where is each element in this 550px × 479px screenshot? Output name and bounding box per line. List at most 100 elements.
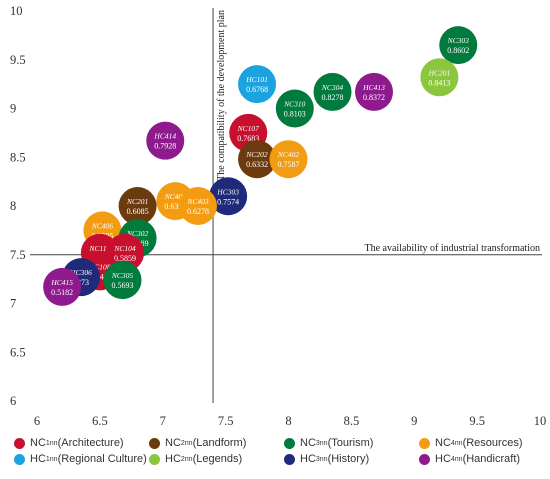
legend-code: NC [165, 437, 181, 449]
bubble-circle [439, 26, 478, 65]
bubble-name: NC402 [277, 150, 300, 159]
y-tick-label: 7 [10, 297, 16, 311]
bubble-circle [275, 89, 314, 128]
legend-description: (Resources) [462, 437, 523, 449]
bubble-value: 0.8103 [284, 110, 306, 119]
legend-item-hc1: HC 1nn (Regional Culture) [14, 453, 149, 465]
legend-subscript: 3nn [315, 455, 328, 463]
bubble-name: HC101 [245, 75, 268, 84]
bubble-name: NC403 [186, 197, 209, 206]
legend-swatch [149, 437, 160, 449]
legend-description: (Regional Culture) [57, 453, 147, 465]
bubble-value: 0.8278 [322, 93, 344, 102]
bubble-circle [178, 187, 217, 225]
bubble-circle [118, 187, 157, 225]
bubble-value: 0.8602 [447, 46, 469, 55]
legend-item-nc2: NC 2nn (Landform) [149, 437, 284, 449]
bubble-name: NC303 [447, 36, 470, 45]
legend-subscript: 4nn [450, 455, 463, 463]
bubble-circle [420, 58, 459, 97]
bubble-name: NC302 [126, 229, 149, 238]
legend-item-nc1: NC 1nn (Architecture) [14, 437, 149, 449]
legend-item-hc2: HC 2nn (Legends) [149, 453, 284, 465]
bubble-name: NC202 [245, 150, 268, 159]
bubble-name: NC201 [126, 197, 148, 206]
y-tick-labels: 6 6.5 7 7.5 8 8.5 9 9.5 10 [10, 4, 26, 408]
legend-swatch [149, 453, 160, 465]
legend-code: HC [300, 453, 316, 465]
bubble-circle [209, 177, 248, 216]
legend-code: NC [435, 437, 451, 449]
x-tick-label: 8.5 [344, 414, 360, 428]
legend-swatch [14, 437, 25, 449]
x-tick-label: 10 [534, 414, 547, 428]
bubble-name: NC305 [111, 271, 134, 280]
bubble-name: NC405 [164, 192, 187, 201]
bubble-circle [313, 72, 352, 111]
bubble-value: 0.8413 [428, 78, 450, 87]
bubble-value: 0.6278 [187, 207, 209, 216]
bubble-value: 0.7928 [154, 142, 176, 151]
legend-description: (Landform) [192, 437, 247, 449]
bubble-value: 0.6085 [127, 207, 149, 216]
bubble-value: 0.5859 [114, 254, 136, 263]
bubble-circle [43, 267, 82, 306]
legend-subscript: 3nn [315, 439, 328, 447]
legend-swatch [14, 453, 25, 465]
legend-subscript: 2nn [180, 455, 193, 463]
x-tick-label: 6 [34, 414, 40, 428]
bubble-circle [355, 72, 394, 111]
legend-item-hc4: HC 4nn (Handicraft) [419, 453, 544, 465]
x-tick-labels: 6 6.5 7 7.5 8 8.5 9 9.5 10 [34, 414, 546, 428]
bubble-circle [238, 140, 277, 179]
legend-subscript: 1nn [45, 455, 58, 463]
legend-description: (Legends) [192, 453, 243, 465]
bubble-name: HC413 [362, 83, 385, 92]
legend-description: (Architecture) [57, 437, 124, 449]
bubble-name: HC303 [216, 187, 239, 196]
legend-item-hc3: HC 3nn (History) [284, 453, 419, 465]
y-tick-label: 8.5 [10, 150, 26, 164]
bubble-name: HC414 [153, 132, 176, 141]
legend-subscript: 4nn [450, 439, 463, 447]
bubble-value: 5273 [73, 278, 89, 287]
legend-swatch [419, 453, 430, 465]
bubble-value: 0.6390 [164, 202, 186, 211]
x-tick-label: 6.5 [92, 414, 108, 428]
legend-code: NC [300, 437, 316, 449]
bubble-name: HC415 [50, 278, 73, 287]
x-tick-label: 7.5 [218, 414, 234, 428]
legend-swatch [419, 437, 430, 449]
y-tick-label: 6 [10, 394, 16, 408]
bubble-name: HC306 [69, 268, 92, 277]
y-tick-label: 7.5 [10, 248, 26, 262]
bubble-circle [238, 65, 277, 104]
x-tick-label: 7 [160, 414, 166, 428]
bubble-name: NC310 [283, 100, 306, 109]
bubble-value: 0.6332 [246, 160, 268, 169]
bubble-value: 0.7683 [237, 134, 259, 143]
legend-code: NC [30, 437, 46, 449]
legend-subscript: 2nn [180, 439, 193, 447]
bubble-name: NC108 [88, 262, 111, 271]
x-tick-label: 8 [285, 414, 291, 428]
y-axis-label: The compatibility of the development pla… [216, 10, 227, 181]
legend-description: (History) [327, 453, 370, 465]
x-tick-label: 9 [411, 414, 417, 428]
bubble-name: NC110 [89, 244, 111, 253]
bubbles: NC3030.8602HC2010.8413HC4130.8372NC3040.… [43, 26, 478, 306]
bubble-circle [269, 140, 308, 179]
y-tick-label: 9.5 [10, 53, 26, 67]
legend-description: (Tourism) [327, 437, 374, 449]
bubble-value: 0.7574 [217, 197, 239, 206]
